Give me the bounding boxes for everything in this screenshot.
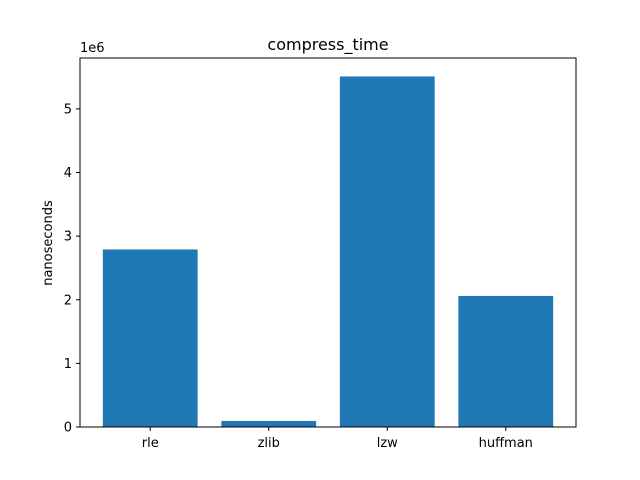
x-tick-label-rle: rle (142, 436, 159, 451)
bar-rle (102, 249, 198, 427)
x-tick-label-zlib: zlib (258, 436, 280, 451)
y-tick-label: 3 (64, 230, 72, 245)
plot-frame (79, 57, 577, 428)
chart-title: compress_time (267, 35, 388, 55)
y-tick-label: 4 (64, 166, 72, 181)
bar-lzw (339, 76, 435, 427)
y-tick-label: 1 (64, 357, 72, 372)
y-axis-label: nanoseconds (41, 200, 56, 286)
x-tick-label-lzw: lzw (377, 436, 398, 451)
bar-zlib (221, 420, 317, 427)
x-ticks-group: rle zlib lzw huffman (142, 427, 533, 451)
y-tick-label: 0 (64, 421, 72, 436)
x-tick-label-huffman: huffman (479, 436, 533, 451)
y-tick-label: 2 (64, 293, 72, 308)
bar-huffman (458, 295, 554, 427)
y-ticks-group: 0 1 2 3 4 5 (64, 102, 80, 436)
y-tick-label: 5 (64, 102, 72, 117)
y-axis-offset-label: 1e6 (80, 41, 105, 56)
bars-group (102, 76, 554, 427)
